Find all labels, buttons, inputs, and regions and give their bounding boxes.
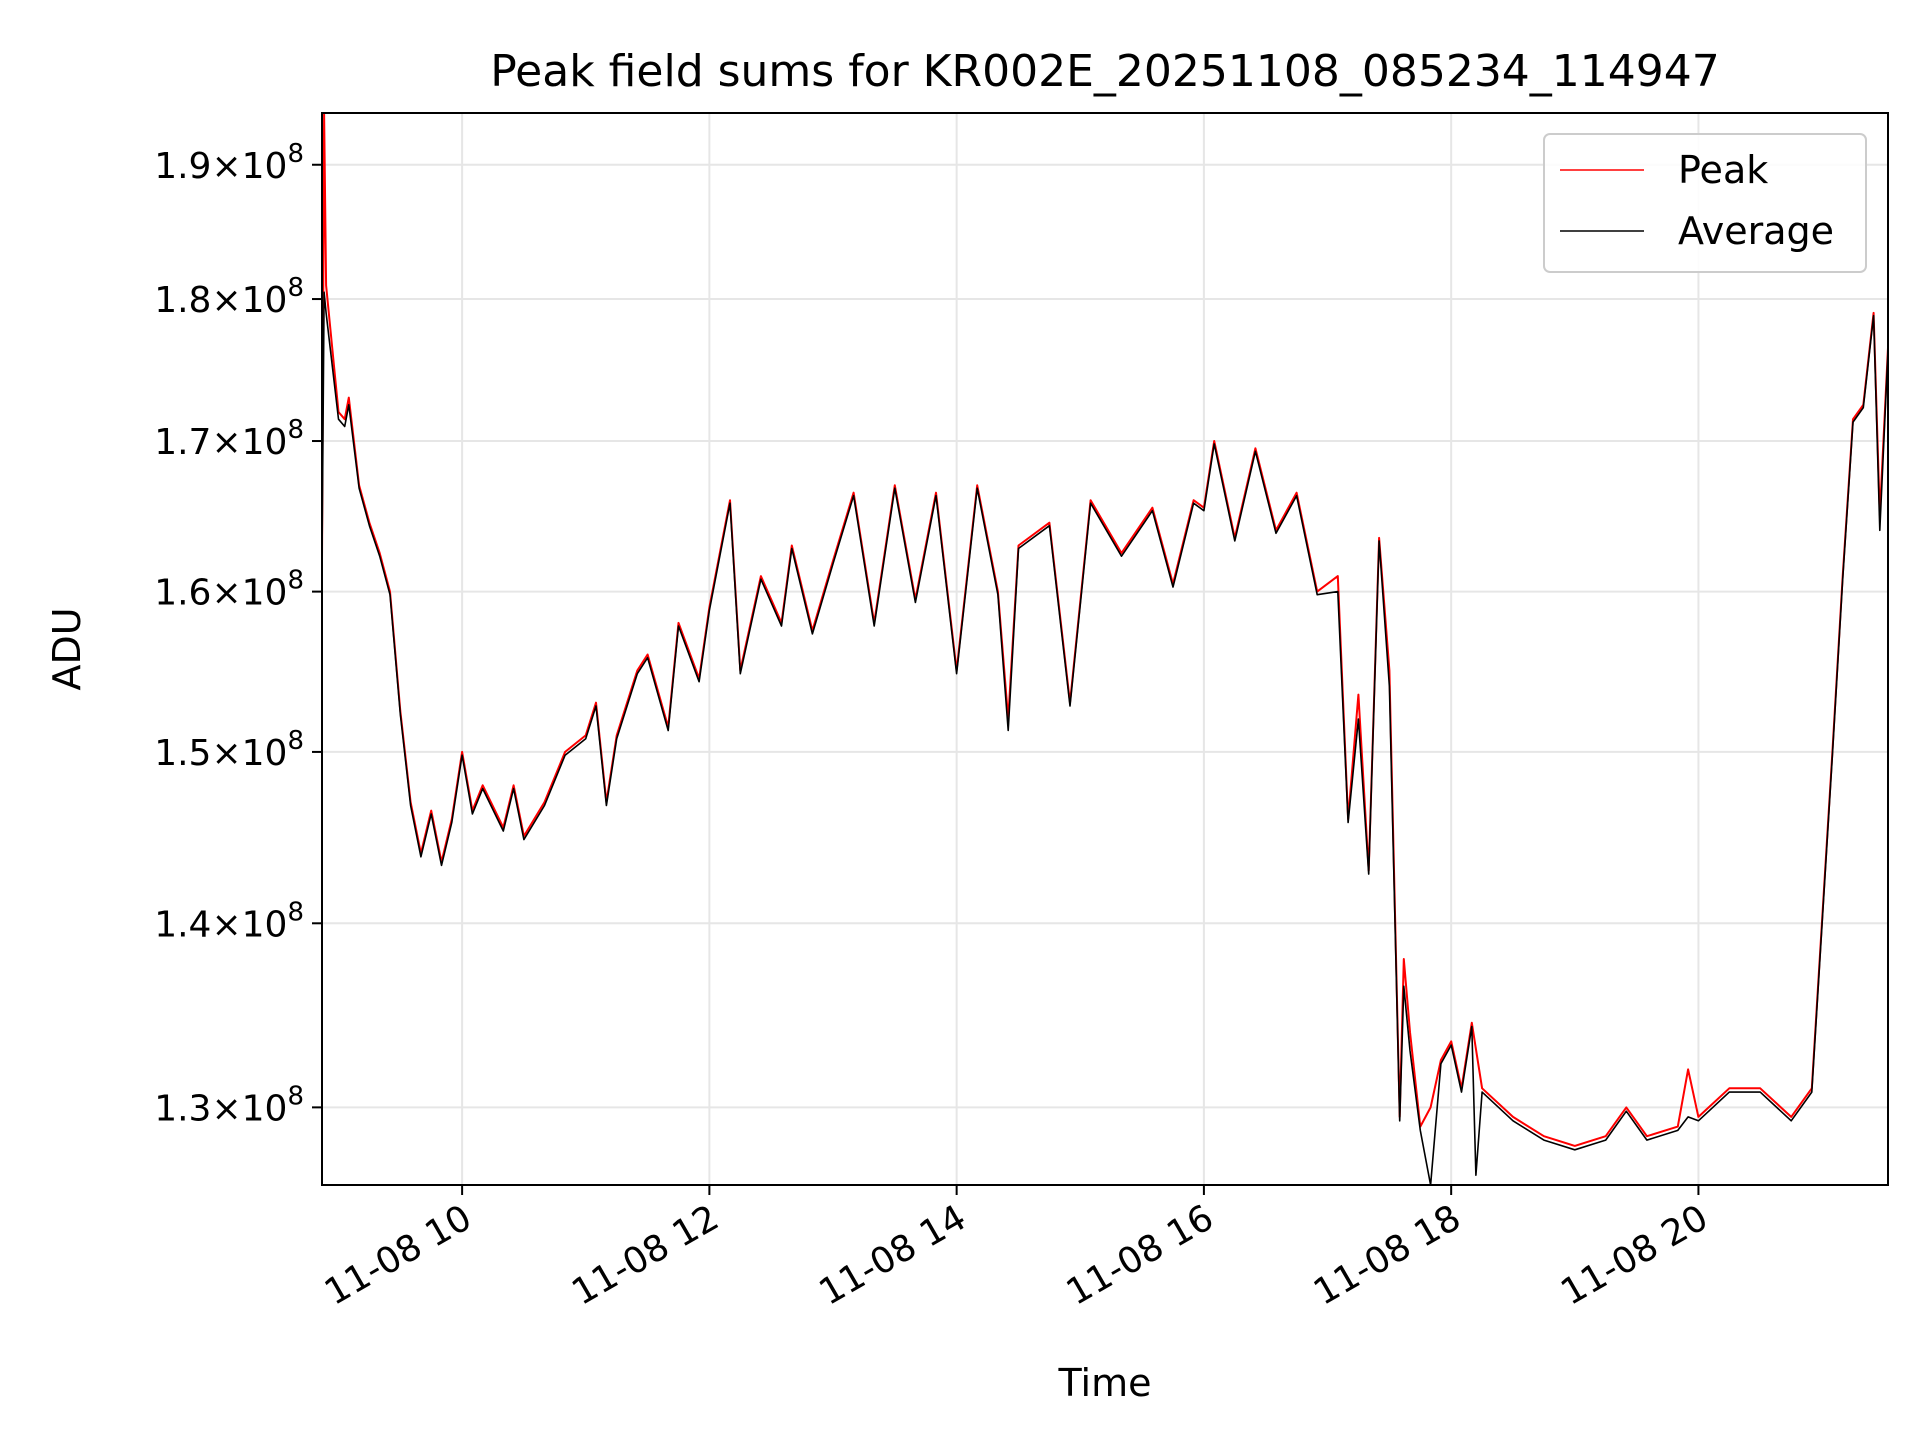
y-tick-exponent: 8 [287, 897, 304, 927]
y-tick-exponent: 8 [287, 273, 304, 303]
y-tick-times: ×10 [211, 733, 287, 774]
grid [322, 113, 1888, 1185]
y-tick-times: ×10 [211, 280, 287, 321]
y-tick-exponent: 8 [287, 566, 304, 596]
y-tick-times: ×10 [211, 1088, 287, 1129]
y-tick-mantissa: 1.8 [154, 280, 211, 321]
chart-title: Peak field sums for KR002E_20251108_0852… [490, 46, 1720, 97]
y-tick-mantissa: 1.7 [154, 422, 211, 463]
y-tick-label: 1.4×108 [154, 897, 304, 945]
legend-label-average: Average [1678, 209, 1834, 253]
y-axis-label: ADU [45, 607, 89, 690]
y-tick-mantissa: 1.6 [154, 573, 211, 614]
y-tick-label: 1.6×108 [154, 566, 304, 614]
y-tick-times: ×10 [211, 573, 287, 614]
y-tick-times: ×10 [211, 146, 287, 187]
y-tick-label: 1.9×108 [154, 139, 304, 187]
y-tick-exponent: 8 [287, 415, 304, 445]
series-group [321, 112, 1889, 1186]
y-tick-label: 1.3×108 [154, 1081, 304, 1129]
y-tick-mantissa: 1.5 [154, 733, 211, 774]
y-tick-mantissa: 1.9 [154, 146, 211, 187]
y-tick-exponent: 8 [287, 1081, 304, 1111]
y-tick-times: ×10 [211, 904, 287, 945]
y-tick-mantissa: 1.3 [154, 1088, 211, 1129]
y-tick-exponent: 8 [287, 726, 304, 756]
y-tick-times: ×10 [211, 422, 287, 463]
y-tick-label: 1.8×108 [154, 273, 304, 321]
y-tick-mantissa: 1.4 [154, 904, 211, 945]
x-axis-label: Time [1058, 1361, 1152, 1405]
series-line-average [321, 291, 1889, 1186]
y-tick-label: 1.7×108 [154, 415, 304, 463]
legend-label-peak: Peak [1678, 148, 1768, 192]
y-tick-exponent: 8 [287, 139, 304, 169]
y-axis-ticks: 1.3×1081.4×1081.5×1081.6×1081.7×1081.8×1… [154, 139, 322, 1129]
legend: Peak Average [1543, 133, 1867, 273]
legend-box [1543, 133, 1867, 273]
y-tick-label: 1.5×108 [154, 726, 304, 774]
plot-frame [321, 112, 1889, 1186]
